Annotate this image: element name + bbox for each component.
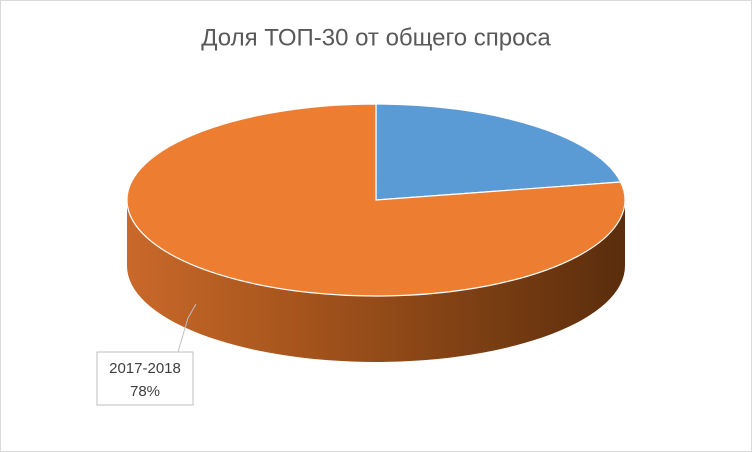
slice [375,103,622,201]
data-label-value: 78% [130,383,160,400]
data-label-category: 2017-2018 [109,360,181,377]
slice-side [127,200,625,362]
leader-line [177,303,197,353]
label-box [96,351,194,406]
slice [126,103,626,297]
chart-title: Доля ТОП-30 от общего спроса [201,24,551,51]
